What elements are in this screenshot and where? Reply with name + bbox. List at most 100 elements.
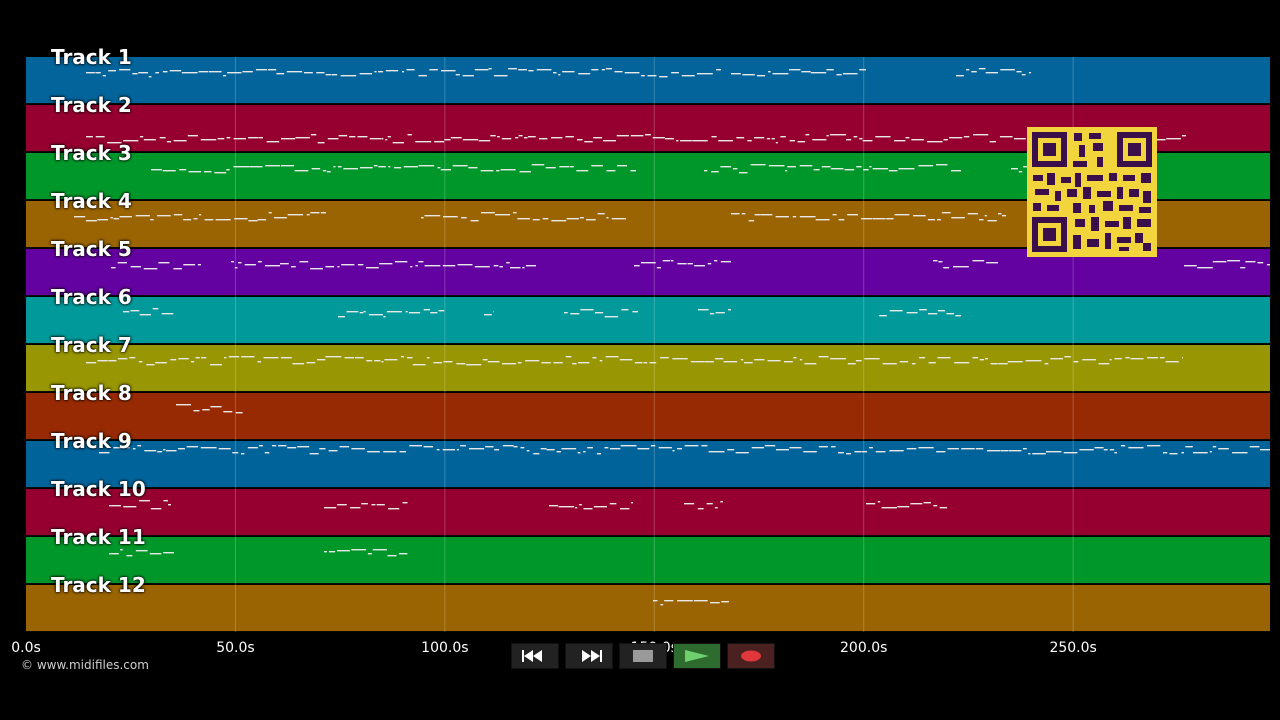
midi-note [403,166,418,168]
fast-forward-button[interactable] [565,643,613,669]
midi-note [409,445,422,447]
midi-note [684,445,699,447]
midi-note [373,165,378,167]
midi-note [704,170,708,172]
midi-note [997,213,1002,215]
track-lane[interactable] [26,585,1270,632]
midi-note [349,507,361,509]
midi-note [119,216,132,218]
midi-note [209,364,222,366]
midi-note [526,450,530,452]
midi-note [832,214,837,216]
midi-note [775,216,789,218]
midi-note [325,74,331,76]
midi-note [163,500,168,502]
midi-note [149,553,162,555]
track-label: Track 3 [51,141,132,165]
midi-note [1166,138,1181,140]
midi-note [1218,448,1229,450]
midi-note [1147,357,1159,359]
track-lane[interactable] [26,393,1270,440]
midi-note [443,216,458,218]
midi-note [441,70,456,72]
stop-button[interactable] [619,643,667,669]
midi-note [388,166,391,168]
midi-note [894,214,910,216]
midi-note [497,136,500,138]
track-lane[interactable] [26,489,1270,536]
midi-note [780,136,786,138]
midi-note [357,264,364,266]
track-lane[interactable] [26,537,1270,584]
midi-note [804,363,817,365]
midi-note [263,357,279,359]
midi-note [376,504,385,506]
midi-note [987,220,997,222]
midi-note [562,71,575,73]
midi-note [805,134,810,136]
midi-note [911,363,916,365]
midi-note [553,72,557,74]
midi-note [709,313,715,315]
midi-note [972,260,985,262]
midi-note [1185,446,1193,448]
midi-note [697,508,704,510]
track-lane[interactable] [26,57,1270,104]
midi-note [766,138,771,140]
midi-note [493,265,499,267]
midi-note [372,549,387,551]
midi-note [941,212,951,214]
midi-note [718,140,733,142]
midi-note [1044,363,1049,365]
midi-note [138,72,149,74]
midi-note [859,138,863,140]
time-grid [234,57,1074,632]
midi-note [1257,262,1264,264]
midi-note [987,450,1001,452]
midi-note [727,449,735,451]
midi-note [634,265,640,267]
midi-note [947,448,959,450]
midi-note [86,362,97,364]
midi-note [367,553,372,555]
midi-note [1240,267,1246,269]
midi-note [973,134,989,136]
midi-note [853,136,858,138]
midi-note [978,68,986,70]
track-lane[interactable] [26,345,1270,392]
midi-note [466,364,482,366]
midi-note [911,139,924,141]
midi-note [158,262,170,264]
midi-note [784,361,793,363]
midi-note [899,361,909,363]
midi-note [430,312,438,314]
midi-note [830,446,836,448]
midi-note [660,357,669,359]
midi-note [95,72,101,74]
midi-note [592,357,597,359]
midi-note [238,262,242,264]
play-button[interactable] [673,643,721,669]
play-icon [685,650,709,662]
midi-note [644,134,651,136]
midi-note [401,71,405,73]
midi-note [550,137,563,139]
midi-note [195,357,200,359]
midi-note [359,312,364,314]
midi-note [480,212,495,214]
midi-note [536,69,541,71]
midi-note [150,219,154,221]
record-button[interactable] [727,643,775,669]
midi-note [928,362,936,364]
midi-note [265,165,281,167]
midi-note [162,71,168,73]
midi-note [502,445,514,447]
track-lane[interactable] [26,297,1270,344]
midi-note [670,260,674,262]
midi-note [442,265,456,267]
midi-note [410,266,413,268]
midi-note [107,142,122,144]
midi-note [971,71,977,73]
rewind-button[interactable] [511,643,559,669]
midi-note [197,264,201,266]
